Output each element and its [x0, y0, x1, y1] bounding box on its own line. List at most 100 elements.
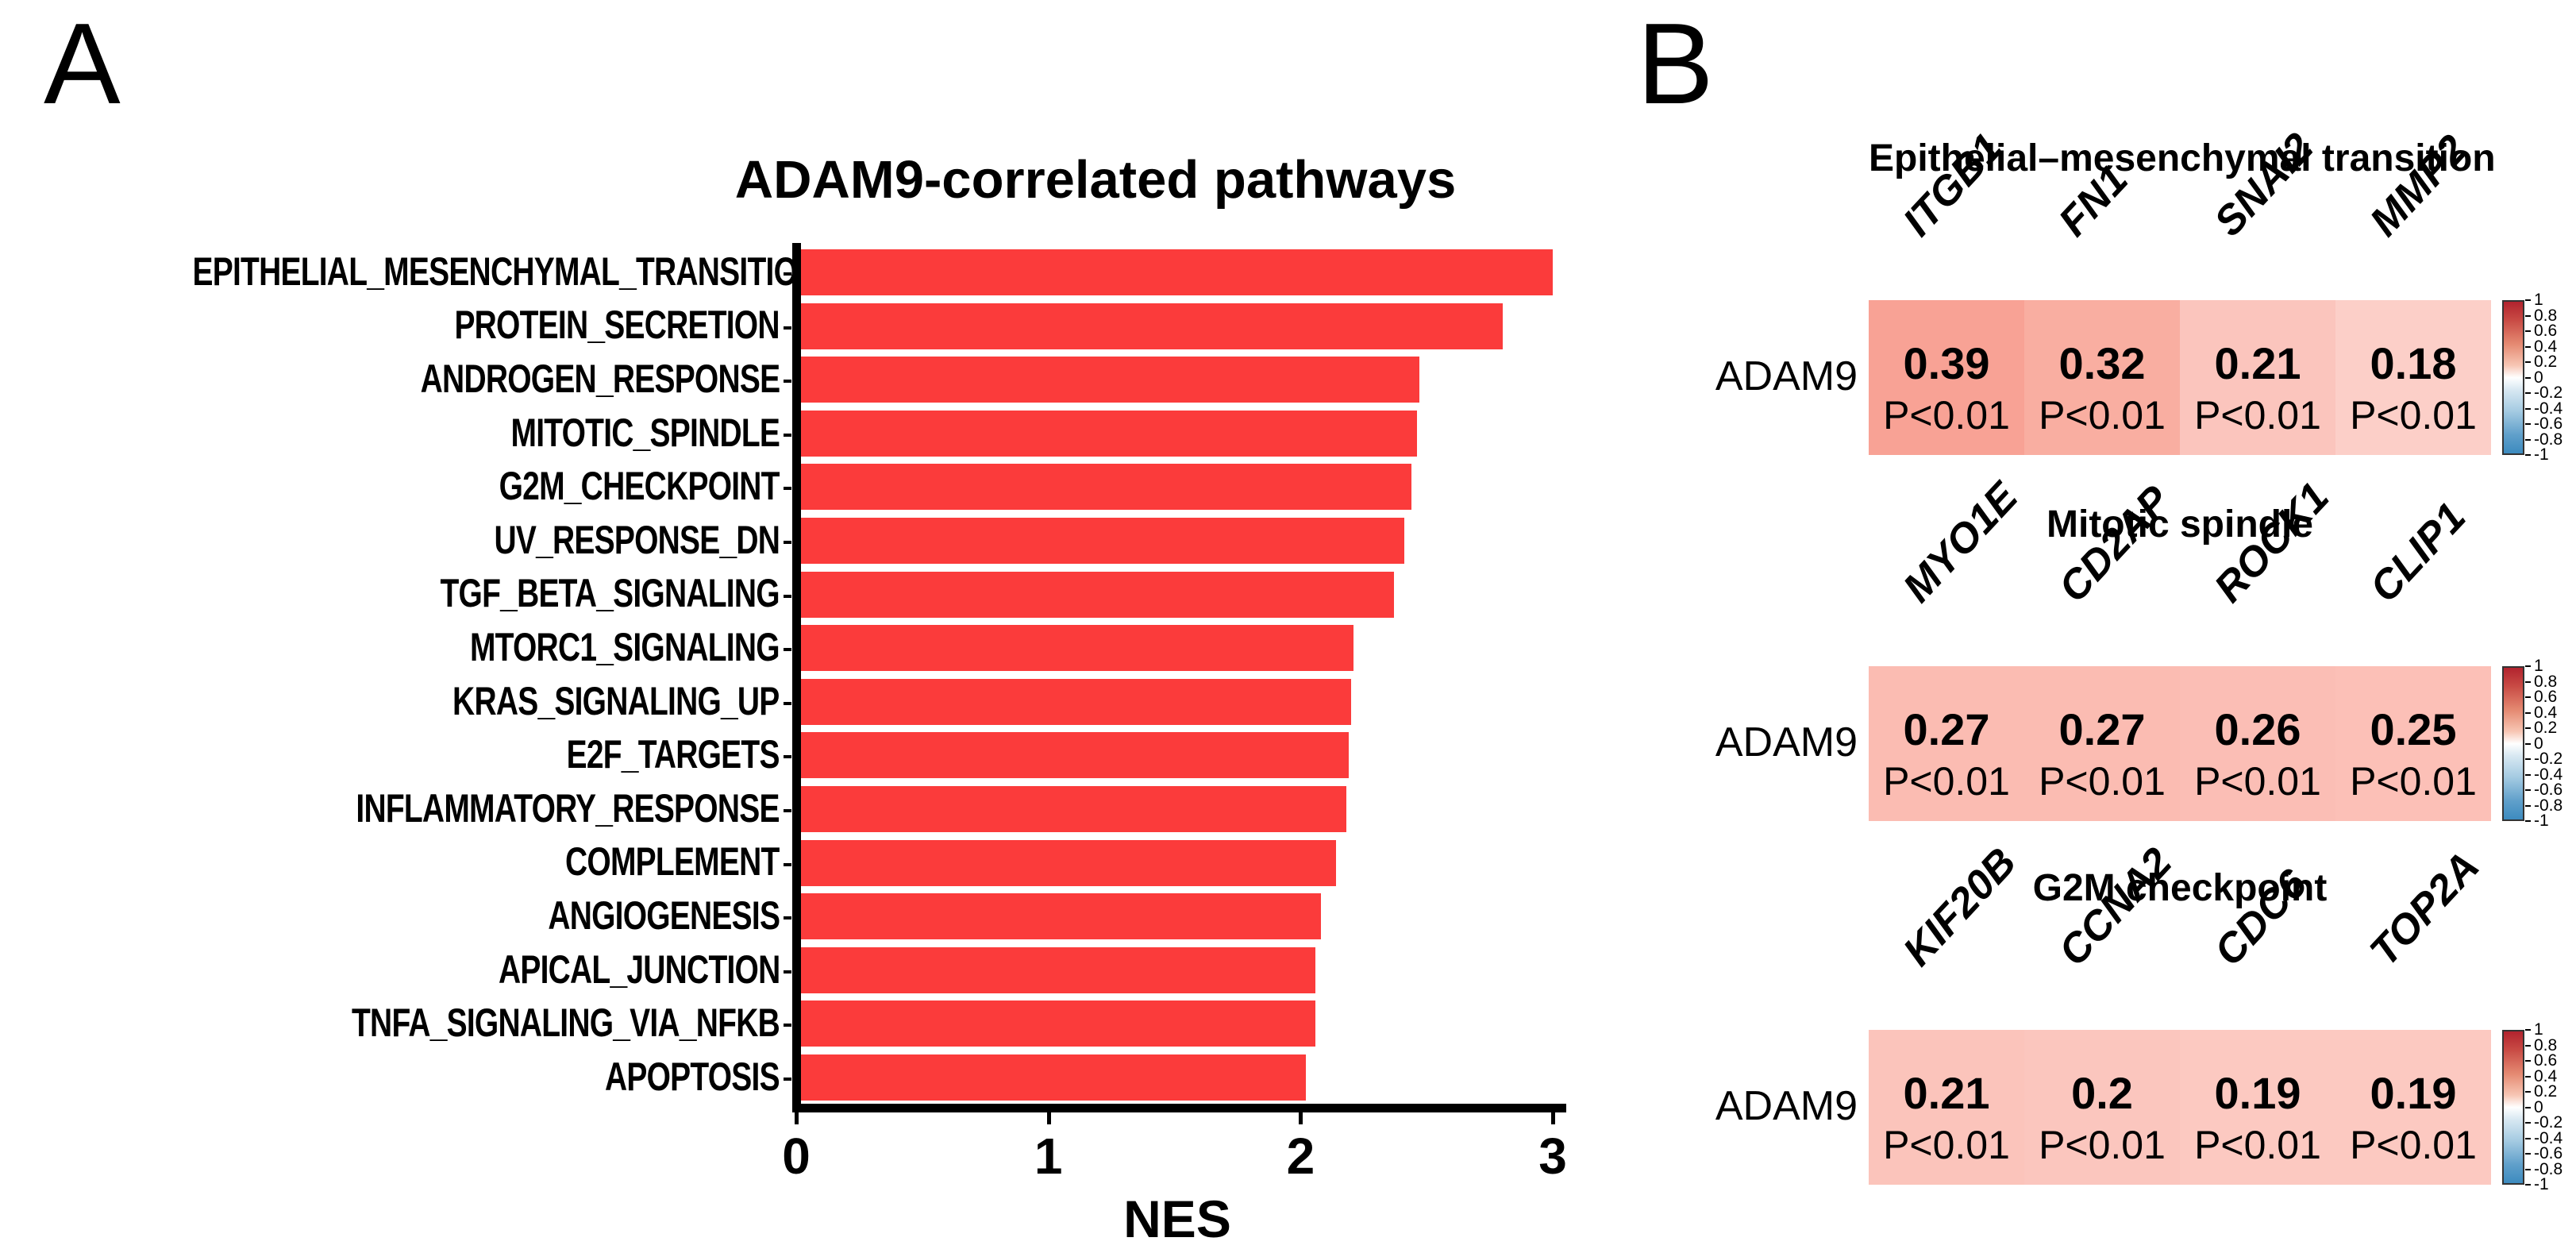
colorbar-tick-label: 0 — [2534, 368, 2543, 387]
bar-label: INFLAMMATORY_RESPONSE — [16, 785, 780, 831]
colorbar-tick — [2525, 1106, 2531, 1108]
x-axis-tick-label: 2 — [1286, 1128, 1315, 1185]
nes-bar — [801, 464, 1412, 511]
heatmap-title: Epithelial–mesenchymal transition — [1869, 137, 2496, 179]
colorbar-tick — [2525, 330, 2531, 332]
heatmap-title: Mitotic spindle — [2047, 503, 2313, 546]
colorbar-tick-label: -0.4 — [2534, 765, 2563, 784]
colorbar-tick — [2525, 742, 2531, 745]
colorbar-tick-label: 0.8 — [2534, 672, 2558, 691]
bar-label-text: MTORC1_SIGNALING — [470, 625, 780, 669]
heatmap-cell: 0.39 P<0.01 — [1869, 300, 2024, 455]
bar-label-text: TNFA_SIGNALING_VIA_NFKB — [352, 1000, 780, 1046]
heatmap-cell: 0.32 P<0.01 — [2024, 300, 2180, 455]
colorbar-tick-label: 0.4 — [2534, 337, 2558, 356]
colorbar-tick — [2525, 1060, 2531, 1062]
heatmap-row-label: ADAM9 — [1715, 353, 1858, 399]
correlation-value: 0.21 — [1903, 1068, 1990, 1118]
nes-bar — [801, 839, 1336, 886]
x-axis-tick — [795, 1112, 799, 1124]
bar-label: TGF_BETA_SIGNALING — [16, 570, 780, 616]
y-axis-category-tick — [784, 380, 791, 384]
bar-label-text: E2F_TARGETS — [566, 732, 780, 777]
bar-label: G2M_CHECKPOINT — [16, 463, 780, 509]
x-axis-tick-label: 3 — [1538, 1128, 1567, 1185]
bar-label-text: APICAL_JUNCTION — [498, 946, 780, 992]
nes-bar — [801, 571, 1394, 618]
colorbar-tick — [2525, 711, 2531, 714]
colorbar-tick — [2525, 1044, 2531, 1047]
colorbar-gradient — [2502, 1030, 2524, 1185]
colorbar-tick — [2525, 438, 2531, 441]
correlation-value: 0.27 — [1903, 704, 1990, 754]
y-axis-category-tick — [784, 272, 791, 276]
nes-bar — [801, 410, 1417, 457]
nes-bar — [801, 893, 1321, 940]
p-value: P<0.01 — [2194, 1123, 2321, 1167]
nes-bar — [801, 732, 1349, 779]
colorbar-tick-label: 0.6 — [2534, 688, 2558, 706]
colorbar-tick-label: 0.2 — [2534, 1082, 2558, 1101]
colorbar-tick — [2525, 773, 2531, 776]
colorbar-tick — [2525, 758, 2531, 760]
y-axis-category-tick — [784, 701, 791, 705]
colorbar-tick — [2525, 407, 2531, 410]
colorbar-tick — [2525, 299, 2531, 301]
correlation-value: 0.19 — [2370, 1068, 2457, 1118]
heatmap-title: G2M checkpoint — [2032, 867, 2328, 909]
x-axis-tick — [1299, 1112, 1303, 1124]
colorbar-tick-label: -0.2 — [2534, 750, 2563, 768]
colorbar-tick-label: -0.6 — [2534, 1144, 2563, 1162]
correlation-value: 0.39 — [1903, 338, 1990, 388]
colorbar-tick-label: 0.6 — [2534, 1051, 2558, 1070]
bar-label-text: INFLAMMATORY_RESPONSE — [356, 785, 780, 831]
y-axis-category-tick — [784, 970, 791, 973]
colorbar-tick — [2525, 820, 2531, 822]
bar-label-text: EPITHELIAL_MESENCHYMAL_TRANSITION — [192, 249, 820, 294]
correlation-value: 0.27 — [2058, 704, 2146, 754]
x-axis-tick-label: 0 — [782, 1128, 811, 1185]
colorbar-tick — [2525, 314, 2531, 317]
colorbar-tick-label: 0.2 — [2534, 353, 2558, 371]
bar-label-text: APOPTOSIS — [605, 1054, 780, 1099]
p-value: P<0.01 — [1883, 1123, 2010, 1167]
bar-label: PROTEIN_SECRETION — [16, 302, 780, 348]
colorbar-tick-label: -0.8 — [2534, 430, 2563, 449]
colorbar-tick — [2525, 392, 2531, 394]
bar-label: MITOTIC_SPINDLE — [16, 410, 780, 456]
bar-label-text: ANDROGEN_RESPONSE — [420, 357, 780, 401]
panel-a-label: A — [44, 0, 121, 128]
colorbar-tick — [2525, 1137, 2531, 1139]
colorbar-tick-label: -1 — [2534, 1175, 2549, 1193]
colorbar-tick-label: 0.6 — [2534, 322, 2558, 340]
bar-label: KRAS_SIGNALING_UP — [16, 678, 780, 724]
colorbar-tick-label: 0.4 — [2534, 1066, 2558, 1085]
y-axis-category-tick — [784, 1024, 791, 1027]
colorbar-tick-label: 1 — [2534, 657, 2543, 675]
colorbar-tick — [2525, 665, 2531, 667]
colorbar-tick — [2525, 1075, 2531, 1078]
colorbar-tick-label: -0.4 — [2534, 1128, 2563, 1147]
y-axis-category-tick — [784, 648, 791, 652]
colorbar-tick-label: -1 — [2534, 812, 2549, 830]
bar-label: EPITHELIAL_MESENCHYMAL_TRANSITION — [16, 249, 820, 295]
x-axis-tick — [1046, 1112, 1051, 1124]
nes-bar — [801, 249, 1554, 295]
bar-label-text: PROTEIN_SECRETION — [454, 303, 780, 348]
panel-b-label: B — [1637, 0, 1714, 128]
colorbar-tick — [2525, 1091, 2531, 1093]
heatmap-cell: 0.21 P<0.01 — [1869, 1030, 2024, 1185]
bar-label: APICAL_JUNCTION — [16, 946, 780, 993]
p-value: P<0.01 — [1883, 759, 2010, 804]
colorbar-tick-label: 0.8 — [2534, 1035, 2558, 1054]
bar-label-text: COMPLEMENT — [565, 839, 780, 885]
colorbar-tick — [2525, 1122, 2531, 1124]
heatmap-row-label: ADAM9 — [1715, 1083, 1858, 1129]
y-axis-category-tick — [784, 433, 791, 437]
bar-label: E2F_TARGETS — [16, 731, 780, 777]
correlation-value: 0.32 — [2058, 338, 2146, 388]
y-axis-category-tick — [784, 809, 791, 812]
bar-chart-title: ADAM9-correlated pathways — [734, 150, 1457, 210]
colorbar-tick — [2525, 345, 2531, 348]
